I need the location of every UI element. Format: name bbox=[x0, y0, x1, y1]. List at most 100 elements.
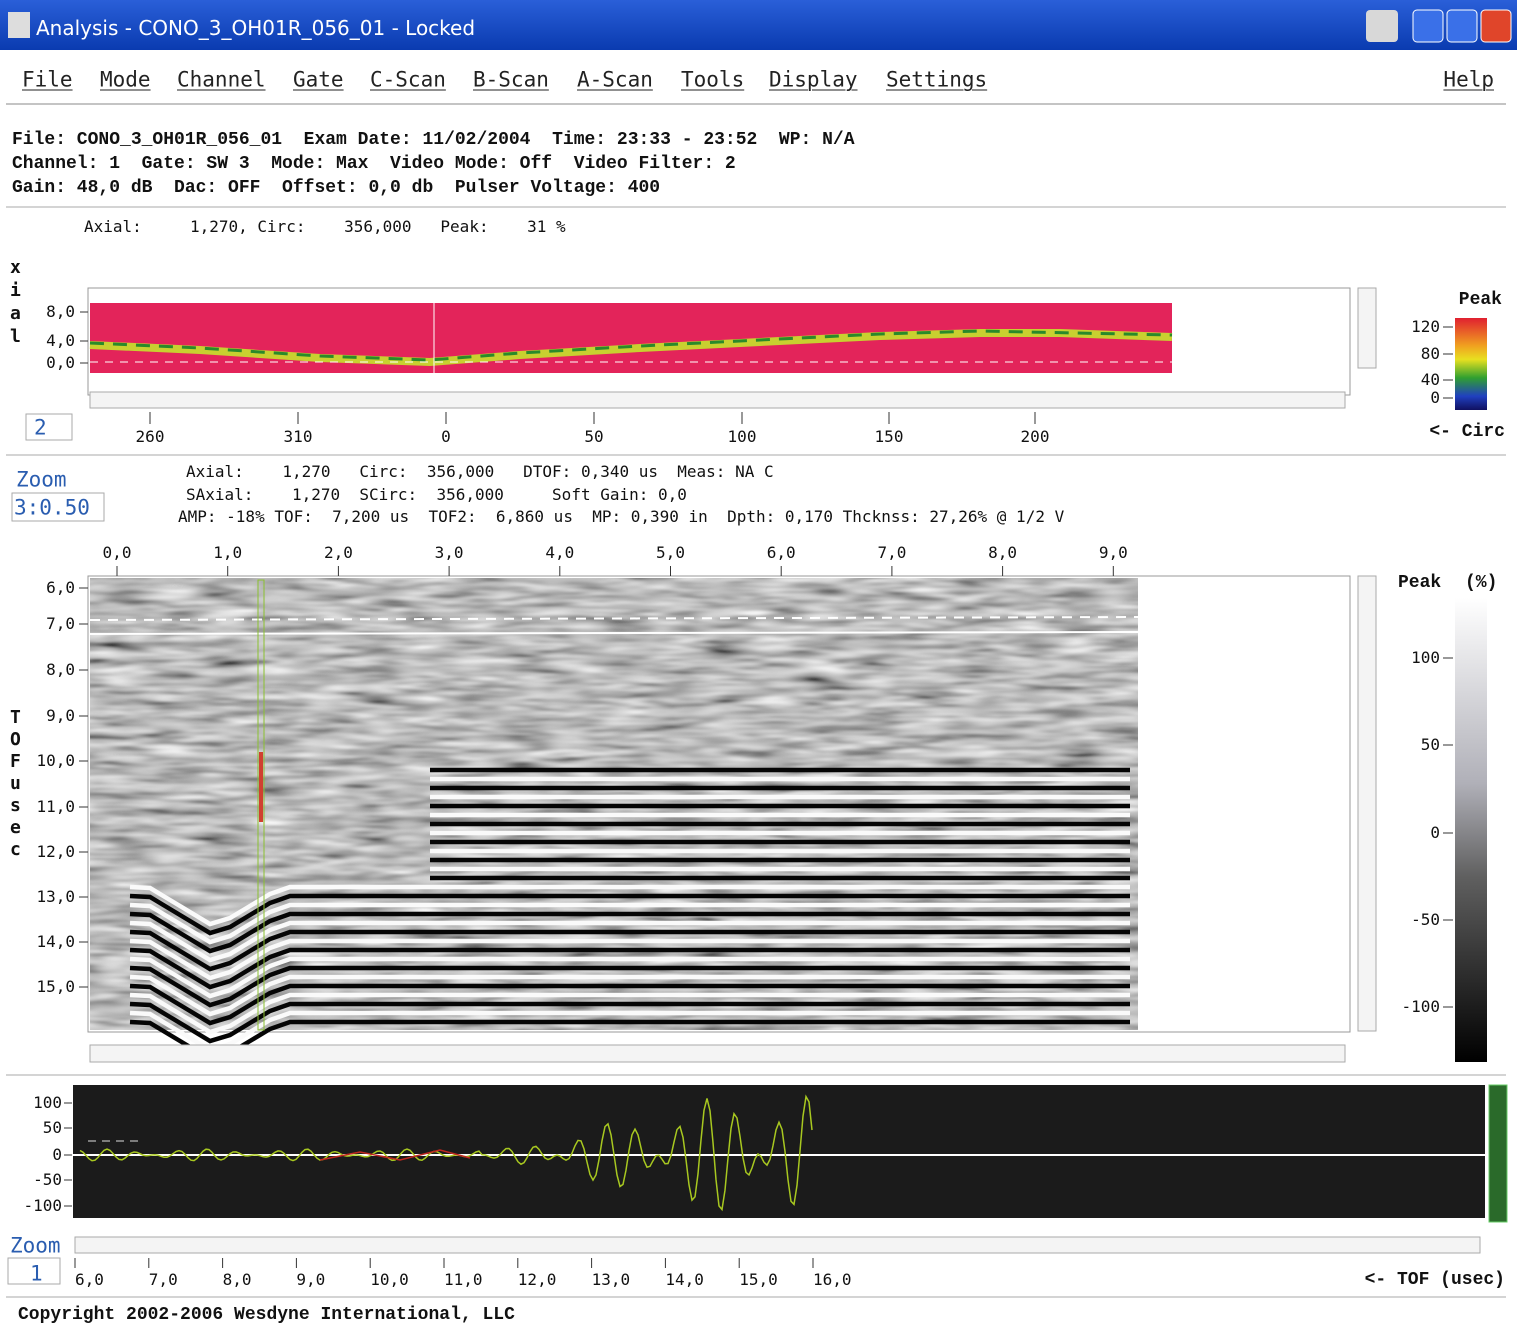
x-tick-label: 5,0 bbox=[656, 545, 685, 561]
x-tick-label: 0,0 bbox=[103, 545, 132, 561]
x-tick-label: 150 bbox=[875, 429, 904, 445]
file-info-line: Channel: 1 Gate: SW 3 Mode: Max Video Mo… bbox=[12, 155, 736, 173]
file-info-line: File: CONO_3_OH01R_056_01 Exam Date: 11/… bbox=[12, 131, 855, 149]
bscan-readout: Axial: 1,270 Circ: 356,000 DTOF: 0,340 u… bbox=[186, 464, 774, 480]
bscan-axis-label: TOF usec bbox=[10, 707, 21, 861]
menu-item[interactable]: Gate bbox=[293, 70, 344, 91]
x-tick-label: 9,0 bbox=[1099, 545, 1128, 561]
bscan-readout: SAxial: 1,270 SCirc: 356,000 Soft Gain: … bbox=[186, 487, 687, 503]
x-tick-label: 1,0 bbox=[213, 545, 242, 561]
y-tick-label: 50 bbox=[43, 1120, 62, 1136]
cscan-zoom-box[interactable] bbox=[26, 414, 72, 440]
colorbar-tick-label: 50 bbox=[1421, 737, 1440, 753]
app-icon bbox=[8, 12, 30, 38]
y-tick-label: 10,0 bbox=[36, 753, 75, 769]
file-info-line: Gain: 48,0 dB Dac: OFF Offset: 0,0 db Pu… bbox=[12, 179, 660, 197]
y-tick-label: 6,0 bbox=[46, 580, 75, 596]
menu-item[interactable]: Display bbox=[769, 70, 858, 91]
window-title: Analysis - CONO_3_OH01R_056_01 - Locked bbox=[36, 18, 475, 38]
zoom-label: Zoom bbox=[16, 470, 67, 491]
x-tick-label: 200 bbox=[1021, 429, 1050, 445]
y-tick-label: 12,0 bbox=[36, 844, 75, 860]
axis-direction: <- TOF (usec) bbox=[1365, 1271, 1505, 1289]
colorbar-tick-label: 0 bbox=[1430, 825, 1440, 841]
bscan-cursor-mark bbox=[259, 752, 263, 822]
zoom-value[interactable]: 3:0.50 bbox=[14, 498, 90, 519]
y-tick-label: 9,0 bbox=[46, 708, 75, 724]
x-tick-label: 11,0 bbox=[444, 1272, 483, 1288]
menu-item[interactable]: A-Scan bbox=[577, 70, 653, 91]
cscan-vscrollbar[interactable] bbox=[1358, 288, 1376, 368]
colorbar-tick-label: -100 bbox=[1401, 999, 1440, 1015]
zoom-value[interactable]: 2 bbox=[34, 418, 47, 439]
y-tick-label: 7,0 bbox=[46, 616, 75, 632]
menu-item[interactable]: Help bbox=[1443, 70, 1494, 91]
minimize-button[interactable] bbox=[1413, 10, 1443, 42]
colorbar-tick-label: 0 bbox=[1430, 390, 1440, 406]
print-button[interactable] bbox=[1366, 10, 1398, 42]
colorbar-tick-label: 80 bbox=[1421, 346, 1440, 362]
x-tick-label: 0 bbox=[441, 429, 451, 445]
ascan-scrollbar[interactable] bbox=[75, 1237, 1480, 1253]
colorbar-title: Peak bbox=[1398, 574, 1441, 592]
cscan-axis-label: xial bbox=[10, 256, 21, 348]
menu-item[interactable]: Tools bbox=[681, 70, 744, 91]
zoom-value[interactable]: 1 bbox=[30, 1264, 43, 1285]
x-tick-label: 7,0 bbox=[877, 545, 906, 561]
x-tick-label: 14,0 bbox=[665, 1272, 704, 1288]
colorbar-unit: (%) bbox=[1465, 574, 1497, 592]
x-tick-label: 15,0 bbox=[739, 1272, 778, 1288]
bscan-readout: AMP: -18% TOF: 7,200 us TOF2: 6,860 us M… bbox=[178, 509, 1064, 525]
colorbar-title: Peak bbox=[1459, 291, 1502, 309]
x-tick-label: 4,0 bbox=[545, 545, 574, 561]
graphics bbox=[0, 0, 1517, 1327]
y-tick-label: 0 bbox=[52, 1147, 62, 1163]
page: Analysis window { "window": {"title": "A… bbox=[0, 0, 1517, 1327]
y-tick-label: 8,0 bbox=[46, 304, 75, 320]
x-tick-label: 7,0 bbox=[149, 1272, 178, 1288]
cscan-scrollbar[interactable] bbox=[90, 392, 1345, 408]
y-tick-label: 15,0 bbox=[36, 979, 75, 995]
y-tick-label: -100 bbox=[23, 1198, 62, 1214]
colorbar-tick-label: 120 bbox=[1411, 319, 1440, 335]
y-tick-label: 4,0 bbox=[46, 333, 75, 349]
y-tick-label: 8,0 bbox=[46, 662, 75, 678]
y-tick-label: 0,0 bbox=[46, 355, 75, 371]
copyright: Copyright 2002-2006 Wesdyne Internationa… bbox=[18, 1306, 515, 1324]
menu-item[interactable]: Settings bbox=[886, 70, 987, 91]
ascan-vscrollbar[interactable] bbox=[1489, 1085, 1507, 1222]
menu-item[interactable]: C-Scan bbox=[370, 70, 446, 91]
x-tick-label: 6,0 bbox=[767, 545, 796, 561]
axis-direction: <- Circ bbox=[1429, 423, 1505, 441]
colorbar-tick-label: 100 bbox=[1411, 650, 1440, 666]
y-tick-label: 11,0 bbox=[36, 799, 75, 815]
bscan-colorbar bbox=[1455, 598, 1487, 1062]
x-tick-label: 8,0 bbox=[988, 545, 1017, 561]
x-tick-label: 310 bbox=[284, 429, 313, 445]
y-tick-label: 100 bbox=[33, 1095, 62, 1111]
window: (() => { const data = JSON.parse(documen… bbox=[0, 0, 1517, 1327]
x-tick-label: 100 bbox=[728, 429, 757, 445]
close-button[interactable] bbox=[1481, 10, 1511, 42]
x-tick-label: 12,0 bbox=[518, 1272, 557, 1288]
cscan-readout: Axial: 1,270, Circ: 356,000 Peak: 31 % bbox=[84, 219, 566, 235]
bscan-scrollbar[interactable] bbox=[90, 1045, 1345, 1062]
menu-item[interactable]: Channel bbox=[177, 70, 266, 91]
x-tick-label: 8,0 bbox=[223, 1272, 252, 1288]
x-tick-label: 50 bbox=[584, 429, 603, 445]
x-tick-label: 6,0 bbox=[75, 1272, 104, 1288]
cscan-colorbar bbox=[1455, 318, 1487, 410]
x-tick-label: 13,0 bbox=[592, 1272, 631, 1288]
x-tick-label: 9,0 bbox=[296, 1272, 325, 1288]
y-tick-label: 13,0 bbox=[36, 889, 75, 905]
bscan-vscrollbar[interactable] bbox=[1358, 576, 1376, 1031]
zoom-label: Zoom bbox=[10, 1236, 61, 1257]
maximize-button[interactable] bbox=[1447, 10, 1477, 42]
menu-item[interactable]: Mode bbox=[100, 70, 151, 91]
x-tick-label: 10,0 bbox=[370, 1272, 409, 1288]
y-tick-label: 14,0 bbox=[36, 934, 75, 950]
menu-item[interactable]: B-Scan bbox=[473, 70, 549, 91]
y-tick-label: -50 bbox=[33, 1172, 62, 1188]
menu-item[interactable]: File bbox=[22, 70, 73, 91]
x-tick-label: 3,0 bbox=[435, 545, 464, 561]
